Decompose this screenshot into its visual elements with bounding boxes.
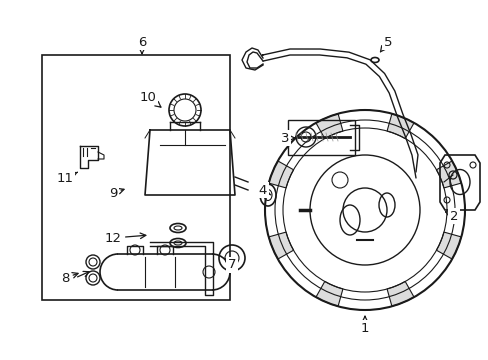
Text: 7: 7 (224, 258, 236, 271)
Polygon shape (386, 114, 413, 139)
Text: 10: 10 (139, 90, 161, 107)
Polygon shape (386, 282, 413, 306)
Polygon shape (268, 232, 293, 259)
Text: 2: 2 (445, 210, 457, 222)
Polygon shape (436, 161, 460, 188)
Polygon shape (436, 232, 460, 259)
Text: 12: 12 (104, 231, 145, 244)
Polygon shape (315, 114, 342, 139)
Polygon shape (268, 161, 293, 188)
Text: 11: 11 (57, 171, 77, 185)
Text: 8: 8 (61, 271, 78, 284)
Text: 4: 4 (258, 184, 270, 197)
Bar (287, 120, 354, 155)
Text: 6: 6 (138, 36, 146, 54)
Text: 5: 5 (380, 36, 391, 52)
Text: 9: 9 (109, 186, 124, 199)
Text: 3: 3 (280, 131, 294, 144)
Polygon shape (315, 282, 342, 306)
Text: 1: 1 (360, 316, 368, 334)
Bar (42, 55, 229, 300)
